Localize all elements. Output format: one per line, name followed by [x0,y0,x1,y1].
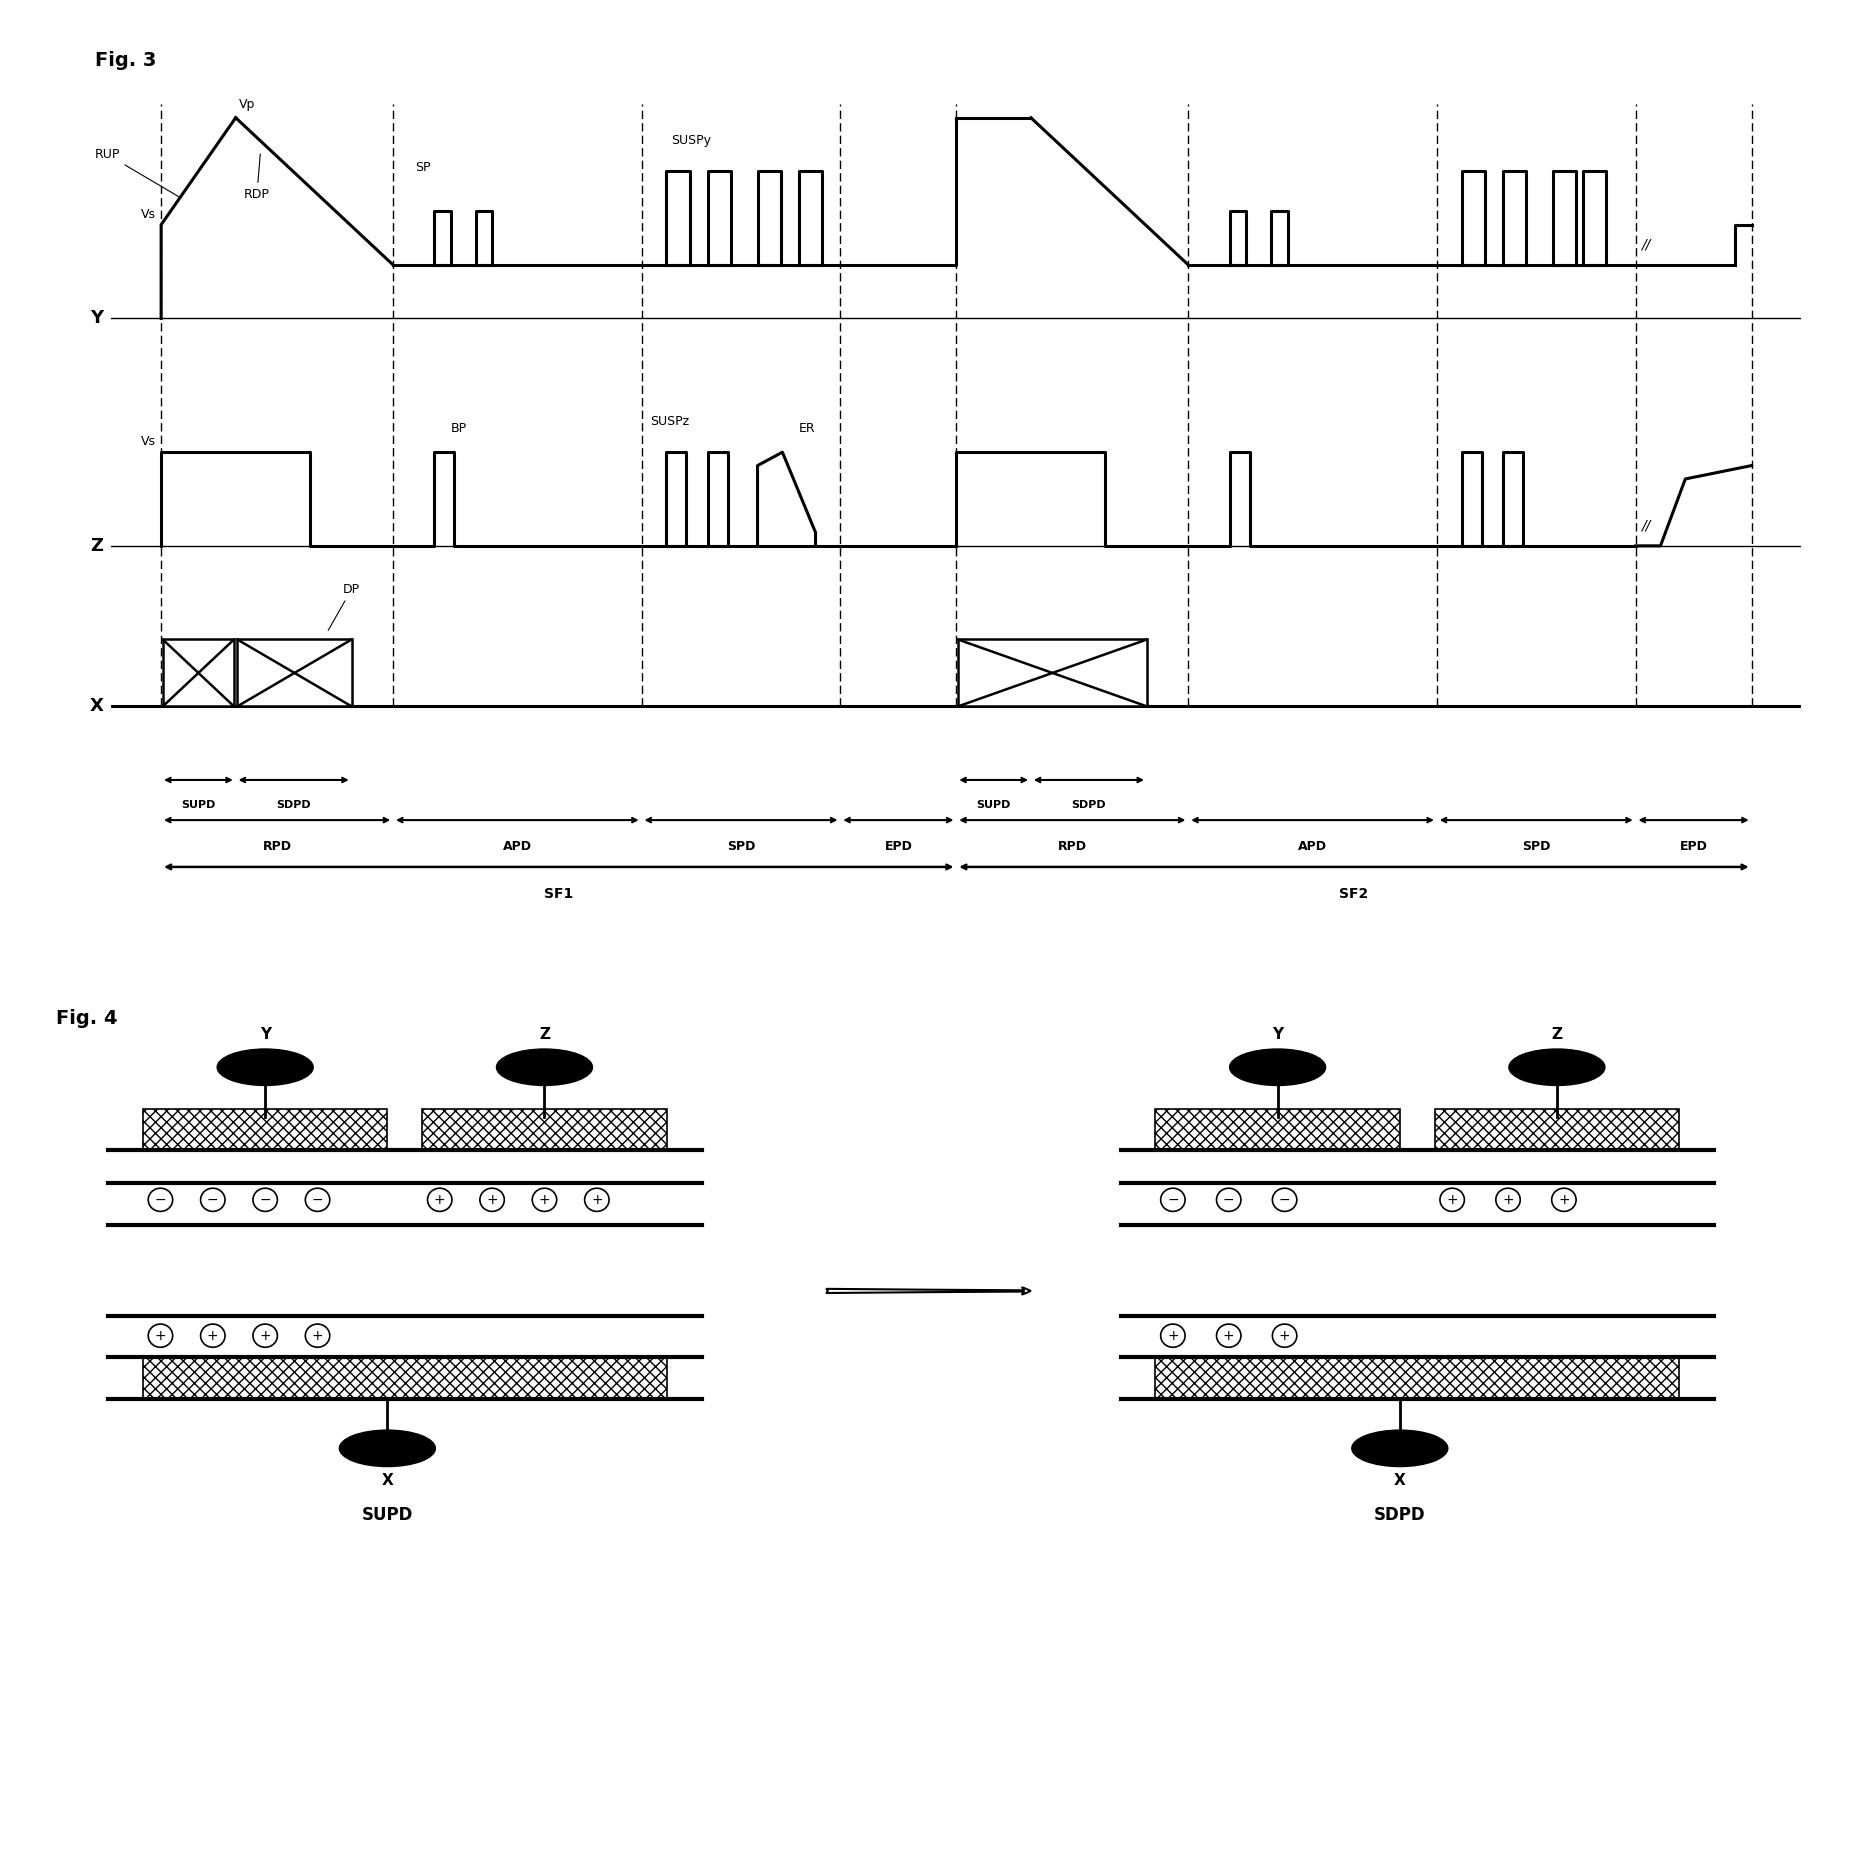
Text: //: // [1642,238,1651,251]
Bar [1155,1358,1679,1399]
Circle shape [1216,1324,1240,1347]
Text: RPD: RPD [262,841,292,854]
Ellipse shape [217,1049,314,1086]
Text: Fig. 4: Fig. 4 [56,1010,117,1028]
Text: SUSPz: SUSPz [650,416,689,429]
Circle shape [1272,1324,1296,1347]
Text: −: − [260,1193,271,1206]
Ellipse shape [340,1431,435,1467]
Text: X: X [381,1474,394,1489]
Text: EPD: EPD [884,841,912,854]
Circle shape [1161,1324,1185,1347]
Text: SPD: SPD [1523,841,1551,854]
Text: Y: Y [260,1028,271,1043]
Circle shape [427,1187,451,1212]
Text: +: + [435,1193,446,1206]
Circle shape [1272,1187,1296,1212]
Text: SDPD: SDPD [1071,800,1107,809]
Text: Vs: Vs [141,435,156,448]
Text: +: + [1447,1193,1458,1206]
Text: X: X [1395,1474,1406,1489]
Text: ER: ER [799,421,815,435]
Bar [143,1109,388,1150]
Text: Vs: Vs [141,208,156,221]
Text: APD: APD [1298,841,1328,854]
Text: −: − [154,1193,167,1206]
Bar [163,639,234,706]
Ellipse shape [1229,1049,1326,1086]
Ellipse shape [1352,1431,1448,1467]
Text: SF2: SF2 [1339,888,1369,901]
Circle shape [1552,1187,1577,1212]
Circle shape [149,1324,173,1347]
Circle shape [479,1187,505,1212]
Text: +: + [1558,1193,1569,1206]
Text: SUPD: SUPD [362,1506,412,1525]
Bar [1155,1109,1400,1150]
Text: +: + [1166,1328,1179,1343]
Text: +: + [539,1193,550,1206]
Text: +: + [260,1328,271,1343]
Bar [143,1358,667,1399]
Circle shape [305,1187,331,1212]
Circle shape [201,1187,225,1212]
Ellipse shape [1510,1049,1604,1086]
Circle shape [1161,1187,1185,1212]
Text: SPD: SPD [726,841,756,854]
Text: DP: DP [329,583,360,631]
Text: −: − [1224,1193,1235,1206]
Text: +: + [591,1193,604,1206]
Text: Z: Z [1551,1028,1562,1043]
Text: SUPD: SUPD [182,800,215,809]
Circle shape [585,1187,609,1212]
Text: SF1: SF1 [544,888,574,901]
Circle shape [1439,1187,1465,1212]
Text: Vp: Vp [240,97,256,111]
Circle shape [253,1324,277,1347]
Text: X: X [89,697,104,715]
Text: RDP: RDP [243,154,269,200]
Text: SDPD: SDPD [277,800,310,809]
Text: −: − [206,1193,219,1206]
Text: SP: SP [416,161,431,174]
Circle shape [1216,1187,1240,1212]
Text: APD: APD [503,841,531,854]
Text: RPD: RPD [1058,841,1086,854]
Bar [958,639,1148,706]
Text: SUPD: SUPD [977,800,1010,809]
Text: //: // [1642,519,1651,532]
Text: +: + [312,1328,323,1343]
Text: BP: BP [451,421,468,435]
Circle shape [305,1324,331,1347]
Text: +: + [1279,1328,1291,1343]
Circle shape [149,1187,173,1212]
Text: +: + [154,1328,167,1343]
Text: EPD: EPD [1681,841,1708,854]
Circle shape [201,1324,225,1347]
Text: SDPD: SDPD [1374,1506,1426,1525]
Bar [422,1109,667,1150]
Text: Y: Y [1272,1028,1283,1043]
Text: RUP: RUP [95,148,178,197]
Text: −: − [1279,1193,1291,1206]
Text: +: + [487,1193,498,1206]
Text: Z: Z [91,538,104,554]
Text: −: − [312,1193,323,1206]
Circle shape [1497,1187,1521,1212]
Circle shape [533,1187,557,1212]
Text: Z: Z [539,1028,550,1043]
Bar [238,639,351,706]
Circle shape [253,1187,277,1212]
Text: −: − [1166,1193,1179,1206]
Text: +: + [1502,1193,1513,1206]
Text: Y: Y [89,309,104,328]
Bar [1435,1109,1679,1150]
Text: +: + [206,1328,219,1343]
Text: SUSPy: SUSPy [670,135,711,148]
Text: Fig. 3: Fig. 3 [95,51,156,69]
Ellipse shape [496,1049,592,1086]
Text: +: + [1224,1328,1235,1343]
